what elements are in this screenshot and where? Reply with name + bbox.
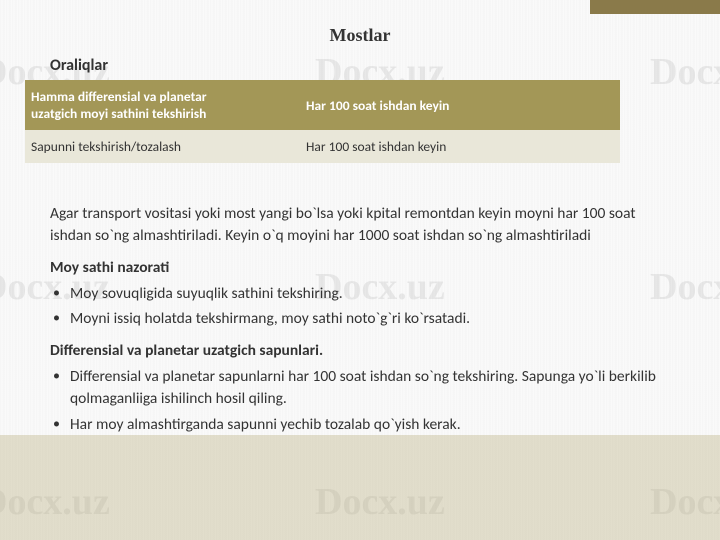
subheading: Differensial va planetar uzatgich sapunl… [50, 341, 700, 360]
list-item: Moyni issiq holatda tekshirmang, moy sat… [50, 308, 670, 330]
content-area: Mostlar Oraliqlar Hamma differensial va … [0, 0, 720, 436]
body-paragraph: Agar transport vositasi yoki most yangi … [50, 203, 670, 248]
section-label: Oraliqlar [50, 56, 700, 75]
table-header-row: Hamma differensial va planetar uzatgich … [25, 80, 620, 130]
list-item: Har moy almashtirganda sapunni yechib to… [50, 414, 670, 436]
bullet-list: Moy sovuqligida suyuqlik sathini tekshir… [50, 283, 670, 331]
intervals-table: Hamma differensial va planetar uzatgich … [25, 80, 620, 163]
subheading: Moy sathi nazorati [50, 258, 700, 277]
table-header-cell: Har 100 soat ishdan keyin [300, 80, 620, 130]
table-cell: Har 100 soat ishdan keyin [300, 130, 620, 163]
cell-text: Hamma differensial va planetar [31, 88, 207, 105]
list-item: Differensial va planetar sapunlarni har … [50, 366, 670, 411]
list-item: Moy sovuqligida suyuqlik sathini tekshir… [50, 283, 670, 305]
table-row: Sapunni tekshirish/tozalash Har 100 soat… [25, 130, 620, 163]
top-accent-bar [590, 0, 720, 14]
table-cell: Sapunni tekshirish/tozalash [25, 130, 300, 163]
cell-text: uzatgich moyi sathini tekshirish [31, 105, 206, 122]
bullet-list: Differensial va planetar sapunlarni har … [50, 366, 670, 436]
bottom-accent-band [0, 435, 720, 540]
table-header-cell: Hamma differensial va planetar uzatgich … [25, 80, 300, 130]
